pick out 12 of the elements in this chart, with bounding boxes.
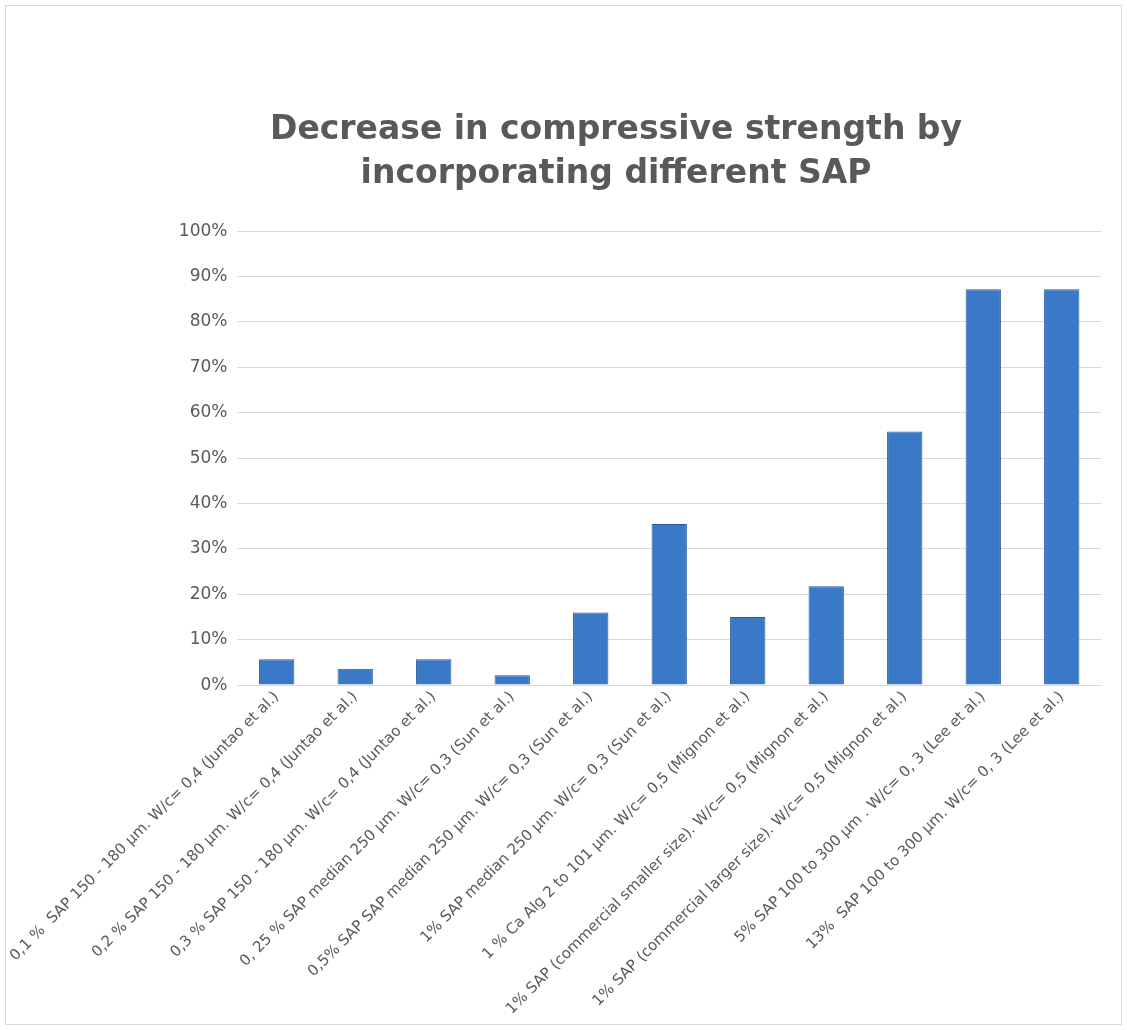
y-tick-label: 20% [189,582,228,603]
y-tick-label: 10% [189,628,228,649]
y-tick-label: 100% [178,219,228,240]
y-tick-label: 40% [189,491,228,512]
chart-title: Decrease in compressive strength by incorporating different SAP [269,107,963,193]
y-tick-label: 80% [189,310,228,331]
y-tick-label: 90% [189,265,228,286]
y-tick-label: 50% [189,446,228,467]
y-tick-label: 70% [189,355,228,376]
y-tick-label: 0% [200,673,228,694]
y-tick-label: 60% [189,401,228,422]
y-tick-label: 30% [189,537,228,558]
